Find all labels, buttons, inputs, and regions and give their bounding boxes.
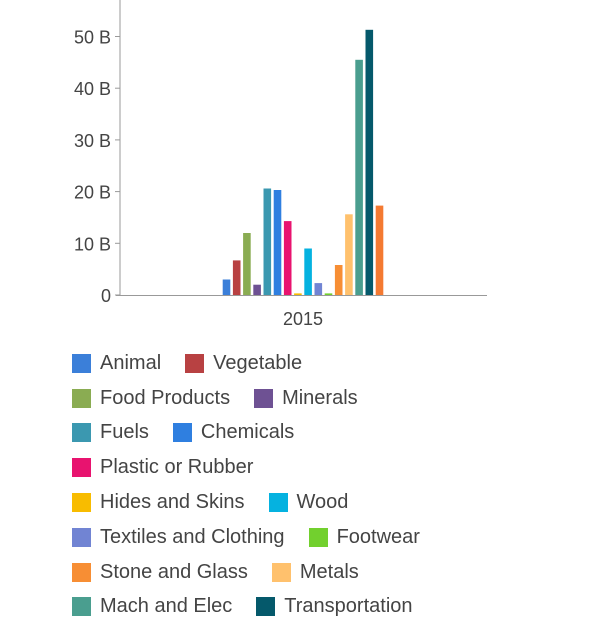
legend-swatch <box>254 388 274 408</box>
legend-swatch <box>308 527 328 547</box>
legend-row: Animal Vegetable <box>72 346 572 381</box>
y-tick-label: 20 B <box>74 183 111 203</box>
legend-row: Textiles and Clothing Footwear <box>72 520 572 555</box>
x-tick-label: 2015 <box>283 309 323 329</box>
bar-series-15[interactable] <box>375 205 384 295</box>
bar-animal[interactable] <box>222 279 231 296</box>
legend-row: Mach and Elec Transportation <box>72 590 572 624</box>
bar-vegetable[interactable] <box>232 260 241 295</box>
legend-label: Minerals <box>282 386 358 409</box>
chart-legend: Animal Vegetable Food Products Minerals Fuel… <box>72 346 572 624</box>
legend-item[interactable]: Hides and Skins <box>72 491 245 514</box>
legend-item[interactable]: Fuels <box>72 421 149 444</box>
bar-footwear[interactable] <box>324 293 333 295</box>
bar-food-products[interactable] <box>243 233 251 295</box>
legend-swatch <box>72 527 91 547</box>
legend-swatch <box>185 353 205 373</box>
legend-label: Food Products <box>100 386 231 409</box>
legend-swatch <box>72 493 91 513</box>
legend-item[interactable]: Chemicals <box>172 421 295 444</box>
bar-metals[interactable] <box>345 214 353 295</box>
legend-label: Wood <box>296 491 349 514</box>
legend-item[interactable]: Vegetable <box>185 352 302 375</box>
legend-label: Vegetable <box>213 351 303 374</box>
chart-tick-labels: 0 10 B 20 B 30 B 40 B 50 B 2015 <box>74 28 323 330</box>
bar-fuels[interactable] <box>263 188 272 296</box>
bar-minerals[interactable] <box>253 284 261 295</box>
bar-chemicals[interactable] <box>273 190 282 295</box>
legend-item[interactable]: Textiles and Clothing <box>72 526 285 549</box>
legend-label: Animal <box>100 351 162 374</box>
legend-swatch <box>72 458 91 478</box>
legend-label: Hides and Skins <box>100 491 245 514</box>
legend-item[interactable]: Mach and Elec <box>72 595 232 618</box>
bar-stone-and-glass[interactable] <box>334 265 343 295</box>
legend-label: Transportation <box>284 595 413 618</box>
legend-swatch <box>256 597 276 617</box>
legend-row: Fuels Chemicals <box>72 416 572 451</box>
legend-label: Plastic or Rubber <box>100 456 254 479</box>
legend-label: Stone and Glass <box>100 560 248 583</box>
legend-item[interactable]: Stone and Glass <box>72 561 248 584</box>
y-tick-label: 0 <box>101 286 111 306</box>
bar-chart: 0 10 B 20 B 30 B 40 B 50 B 2015 <box>74 0 487 330</box>
legend-label: Textiles and Clothing <box>100 525 285 548</box>
legend-label: Footwear <box>336 525 420 548</box>
chart-bars <box>222 29 384 296</box>
legend-row: Plastic or Rubber <box>72 450 572 485</box>
legend-label: Mach and Elec <box>100 595 233 618</box>
legend-label: Metals <box>299 560 359 583</box>
legend-swatch <box>72 388 91 408</box>
legend-item[interactable]: Animal <box>72 352 161 375</box>
y-tick-label: 50 B <box>74 28 111 48</box>
y-tick-label: 10 B <box>74 234 111 254</box>
legend-swatch <box>72 423 91 443</box>
legend-swatch <box>72 597 91 617</box>
legend-item[interactable]: Metals <box>271 560 359 584</box>
bar-mach-and-elec[interactable] <box>355 59 363 295</box>
legend-item[interactable]: Wood <box>268 491 349 514</box>
legend-swatch <box>172 423 192 443</box>
legend-row: Hides and Skins Wood <box>72 485 572 520</box>
legend-item[interactable]: Minerals <box>254 387 358 410</box>
y-tick-label: 30 B <box>74 131 111 151</box>
chart-axes <box>115 0 487 296</box>
legend-item[interactable]: Plastic or Rubber <box>72 456 253 479</box>
legend-label: Chemicals <box>200 421 295 444</box>
bar-textiles-and-clothing[interactable] <box>314 283 323 295</box>
bar-transportation[interactable] <box>365 29 374 296</box>
bar-wood[interactable] <box>304 248 312 296</box>
legend-row: Stone and Glass Metals <box>72 555 572 590</box>
legend-swatch <box>268 493 288 513</box>
y-tick-label: 40 B <box>74 79 111 99</box>
legend-swatch <box>72 562 91 582</box>
legend-swatch <box>271 562 291 582</box>
legend-item[interactable]: Transportation <box>256 595 413 618</box>
bar-plastic-or-rubber[interactable] <box>283 221 292 295</box>
legend-label: Fuels <box>100 421 149 444</box>
legend-swatch <box>72 353 91 373</box>
legend-item[interactable]: Food Products <box>72 387 230 410</box>
bar-hides-and-skins[interactable] <box>294 293 302 295</box>
legend-row: Food Products Minerals <box>72 381 572 416</box>
legend-item[interactable]: Footwear <box>308 525 420 549</box>
